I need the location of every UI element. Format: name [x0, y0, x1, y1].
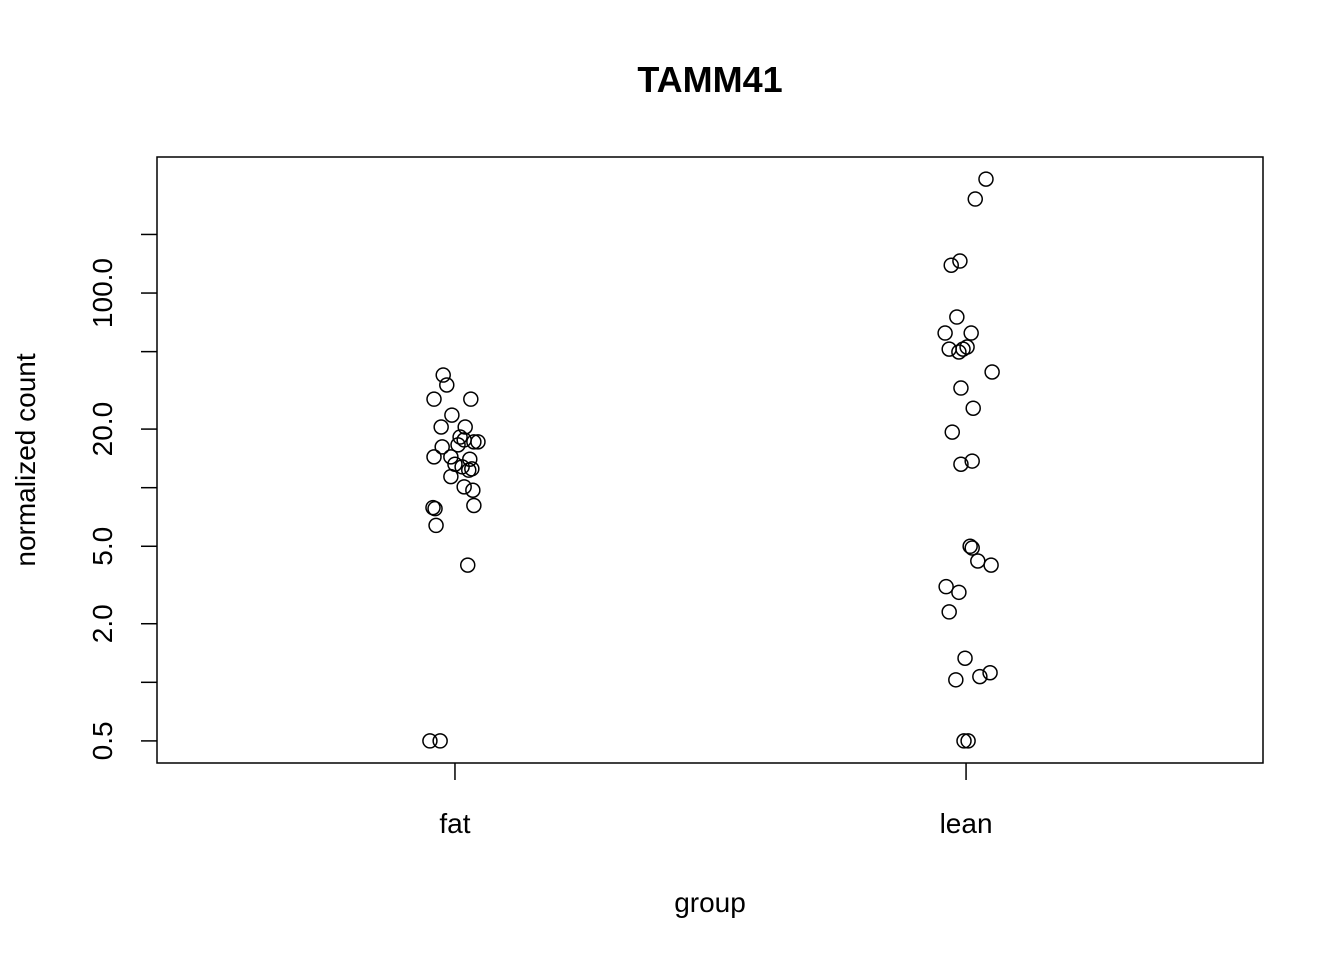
point	[962, 538, 978, 555]
point	[461, 462, 477, 478]
point	[949, 309, 965, 325]
point	[957, 650, 973, 666]
x-tick-label: lean	[940, 808, 993, 839]
point	[444, 407, 460, 423]
point	[952, 253, 968, 269]
point	[967, 191, 984, 207]
point	[938, 578, 954, 595]
y-tick-label: 100.0	[87, 258, 118, 328]
point	[443, 468, 459, 485]
point	[941, 341, 957, 357]
point	[452, 429, 468, 445]
x-tick-label: fat	[439, 808, 470, 839]
point	[970, 553, 986, 569]
point	[459, 557, 476, 573]
point	[965, 400, 981, 416]
point	[443, 449, 459, 465]
point	[948, 672, 964, 688]
point	[466, 497, 482, 514]
point	[422, 733, 438, 749]
y-tick-label: 0.5	[87, 721, 118, 760]
point	[972, 668, 988, 685]
point	[427, 500, 443, 517]
point	[956, 733, 972, 749]
point	[953, 380, 969, 396]
point	[457, 419, 473, 435]
point	[978, 171, 994, 187]
point	[964, 453, 980, 469]
y-axis-label: normalized count	[10, 353, 41, 566]
point	[941, 604, 957, 620]
plot-frame	[156, 156, 1264, 764]
point	[951, 344, 967, 360]
point	[951, 584, 967, 601]
point	[450, 437, 466, 453]
point	[943, 257, 959, 273]
point	[963, 325, 979, 341]
point	[953, 456, 969, 472]
point	[944, 424, 961, 440]
point	[426, 391, 442, 407]
point	[425, 499, 441, 516]
point	[984, 364, 1000, 380]
chart-title: TAMM41	[637, 59, 782, 100]
point	[982, 664, 998, 681]
point	[456, 432, 472, 448]
point	[432, 733, 448, 749]
point	[435, 367, 451, 383]
point	[955, 341, 971, 357]
point	[466, 434, 482, 450]
point	[434, 439, 450, 455]
point	[960, 733, 976, 749]
y-tick-label: 20.0	[87, 402, 118, 457]
point	[433, 419, 449, 435]
y-tick-label: 5.0	[87, 527, 118, 566]
point	[439, 377, 455, 393]
point	[983, 557, 999, 573]
x-axis-label: group	[674, 887, 746, 918]
point	[456, 479, 472, 495]
point	[463, 391, 479, 407]
point	[426, 449, 442, 465]
point	[937, 325, 953, 341]
point	[964, 540, 980, 556]
point	[428, 517, 444, 534]
point	[470, 434, 486, 450]
y-tick-label: 2.0	[87, 604, 118, 643]
point	[465, 482, 481, 499]
